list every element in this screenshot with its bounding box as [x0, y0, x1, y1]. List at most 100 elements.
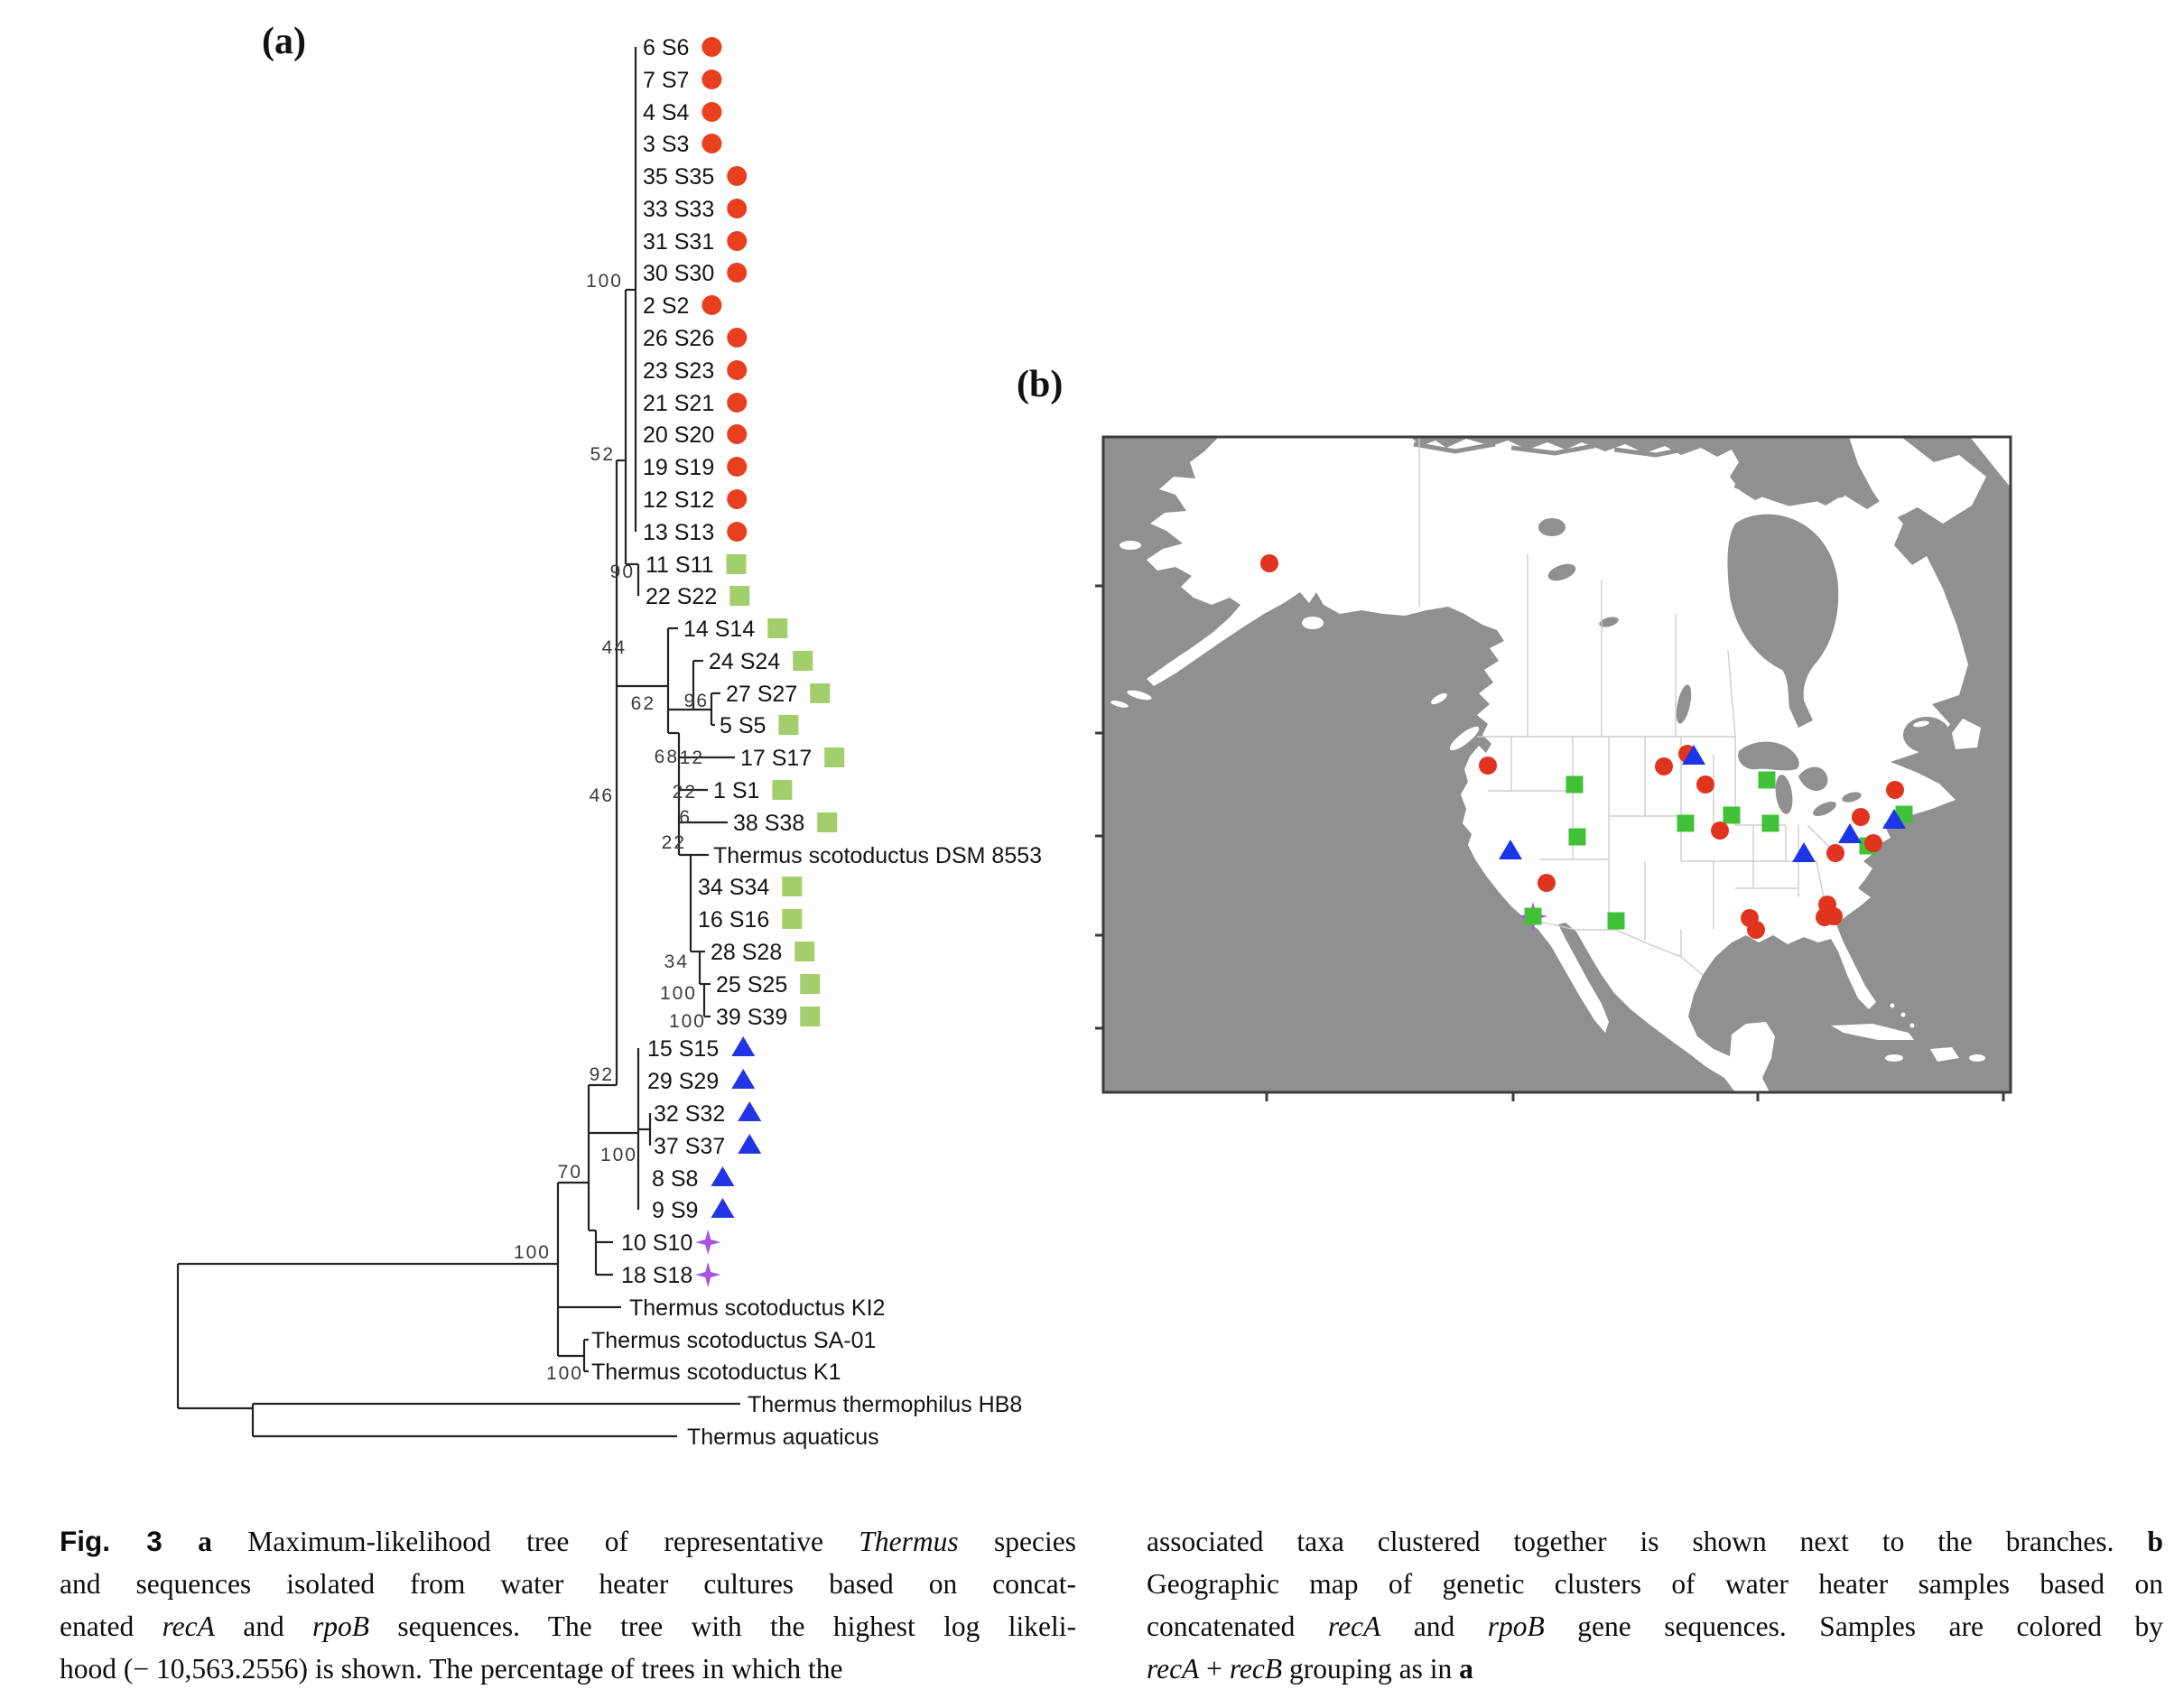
bootstrap-value: 44 [602, 637, 627, 658]
tree-leaf-row: 18 S18 [621, 1262, 721, 1288]
aleutian-island [1110, 701, 1129, 708]
caption-left-line-1: Fig. 3 a Maximum-likelihood tree of repr… [60, 1520, 1076, 1563]
tree-leaf-row: 14 S14 [683, 617, 788, 642]
bahamas [1900, 1012, 1906, 1017]
caption-text-run: hood (− 10,563.2556) is shown. The perce… [60, 1653, 843, 1685]
leaf-label: Thermus aquaticus [687, 1425, 879, 1450]
caption-text-run: and [1380, 1611, 1488, 1642]
jamaica [1885, 1054, 1903, 1062]
red-circle-marker [727, 360, 748, 380]
leaf-label: 28 S28 [711, 940, 782, 965]
caption-text-run: recB [1229, 1653, 1283, 1685]
leaf-label: Thermus scotoductus K1 [591, 1360, 841, 1385]
leaf-label: 29 S29 [647, 1069, 719, 1094]
leaf-label: 16 S16 [698, 907, 769, 933]
leaf-label: 34 S34 [698, 875, 769, 900]
vancouver-island [1449, 726, 1480, 751]
bootstrap-value: 34 [664, 951, 689, 972]
leaf-label: Thermus scotoductus SA-01 [591, 1328, 876, 1353]
caption-text-run: a [1459, 1653, 1473, 1685]
panel-b-label: (b) [1017, 364, 1064, 405]
leaf-label: 24 S24 [709, 649, 780, 674]
great-slave-lake [1547, 563, 1576, 581]
tree-leaf-row: 11 S11 [646, 552, 747, 578]
leaf-label: 20 S20 [643, 422, 714, 448]
tree-leaf-row: 1 S1 [713, 778, 793, 803]
tree-leaf-row: 16 S16 [698, 907, 803, 933]
red-circle-marker [727, 424, 748, 444]
blue-triangle-marker [731, 1036, 756, 1056]
bootstrap-value: 46 [590, 785, 614, 806]
map-green-square-marker [1677, 814, 1695, 832]
leaf-label: 35 S35 [643, 164, 714, 190]
leaf-label: Thermus thermophilus HB8 [748, 1392, 1022, 1417]
caption-left-line-3: enated recA and rpoB sequences. The tree… [60, 1605, 1076, 1648]
caption-right-line-4: recA + recB grouping as in a [1147, 1648, 2163, 1690]
tree-leaf-row: 5 S5 [720, 713, 799, 738]
tree-leaf-row: 6 S6 [643, 35, 722, 60]
lake-athabasca [1599, 617, 1619, 627]
caption-left-line-2: and sequences isolated from water heater… [60, 1563, 1076, 1605]
green-square-marker [782, 909, 803, 929]
green-square-marker [824, 747, 845, 767]
map-sample-markers [1260, 554, 1913, 939]
caption-text-run: b [2147, 1526, 2163, 1557]
lake-ontario [1842, 792, 1862, 803]
bootstrap-value: 22 [673, 782, 697, 803]
tree-leaf-row: 10 S10 [621, 1230, 721, 1256]
bootstrap-value: 62 [631, 693, 655, 714]
tree-leaf-row: 31 S31 [643, 229, 748, 255]
lake-erie [1813, 801, 1836, 817]
red-circle-marker [727, 457, 748, 477]
caption-left-column: Fig. 3 a Maximum-likelihood tree of repr… [60, 1520, 1076, 1690]
tree-leaf-row: 24 S24 [709, 649, 813, 674]
leaf-label: 38 S38 [733, 811, 804, 836]
tree-leaf-row: 12 S12 [643, 487, 748, 513]
bootstrap-value: 100 [586, 271, 623, 292]
caption-text-run: sequences. The tree with the highest log… [369, 1611, 1076, 1642]
tree-leaf-row: 25 S25 [716, 972, 821, 998]
green-square-marker [817, 812, 838, 832]
kodiak-island [1302, 617, 1324, 629]
bootstrap-value: 52 [590, 444, 615, 465]
caption-text-run: a [198, 1526, 212, 1557]
map-red-circle-marker [1886, 781, 1904, 799]
tree-leaf-row: Thermus scotoductus DSM 8553 [713, 843, 1042, 868]
leaf-label: 15 S15 [647, 1036, 719, 1062]
caption-text-run: recA [1147, 1653, 1200, 1685]
leaf-label: 32 S32 [654, 1101, 725, 1127]
bootstrap-value: 100 [669, 1011, 706, 1032]
bootstrap-value: 92 [590, 1064, 614, 1085]
caption-text-run: rpoB [1487, 1611, 1545, 1642]
lake-michigan [1775, 775, 1793, 814]
caption-text-run: recA [162, 1611, 215, 1642]
st-lawrence-island [1120, 541, 1141, 550]
map-red-circle-marker [1655, 757, 1673, 775]
tree-leaf-row: 2 S2 [643, 293, 722, 319]
map-red-circle-marker [1852, 808, 1870, 826]
tree-leaf-row: 22 S22 [646, 584, 750, 609]
map-red-circle-marker [1538, 874, 1556, 892]
caption-text-run: gene sequences. Samples are colored by [1544, 1611, 2163, 1642]
tree-leaf-row: 35 S35 [643, 164, 748, 190]
map-green-square-marker [1565, 775, 1584, 794]
red-circle-marker [727, 166, 748, 186]
caption-text-run [163, 1526, 198, 1557]
bootstrap-value: 96 [684, 691, 709, 711]
green-square-marker [767, 618, 788, 638]
green-square-marker [810, 683, 831, 703]
tree-leaf-row: 19 S19 [643, 455, 748, 480]
leaf-label: Thermus scotoductus DSM 8553 [713, 843, 1042, 868]
tree-leaf-row: Thermus scotoductus KI2 [629, 1295, 885, 1321]
tree-leaf-row: 21 S21 [643, 391, 748, 416]
caption-text-run: and sequences isolated from water heater… [60, 1568, 1076, 1600]
tree-leaf-row: 29 S29 [647, 1069, 756, 1094]
leaf-label: 1 S1 [713, 778, 759, 803]
map-blue-triangle-marker [1838, 823, 1862, 843]
bahamas [1890, 1003, 1895, 1008]
leaf-label: 39 S39 [716, 1005, 787, 1030]
tree-leaf-row: 17 S17 [740, 746, 845, 771]
tree-leaf-row: 26 S26 [643, 326, 748, 351]
aleutian-island [1127, 690, 1152, 701]
leaf-label: 31 S31 [643, 229, 714, 255]
